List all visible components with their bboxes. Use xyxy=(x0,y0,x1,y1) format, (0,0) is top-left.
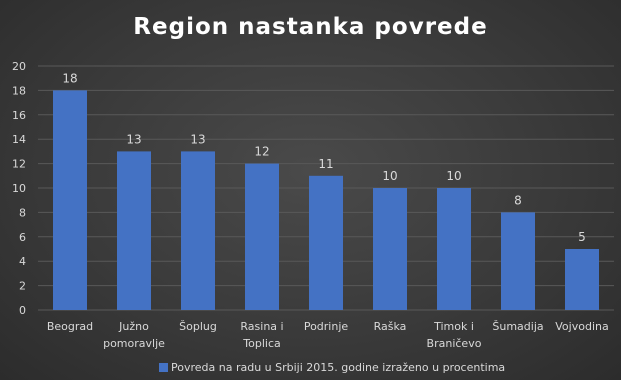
bar xyxy=(117,151,151,310)
category-label: Timok i xyxy=(433,320,474,333)
bar xyxy=(245,163,279,310)
bar xyxy=(565,249,599,310)
y-tick-label: 10 xyxy=(12,182,26,195)
data-label: 5 xyxy=(578,230,586,244)
category-label: Rasina i xyxy=(240,320,283,333)
y-tick-label: 4 xyxy=(19,255,26,268)
category-label: Južno xyxy=(118,320,149,333)
y-tick-label: 2 xyxy=(19,280,26,293)
bar xyxy=(309,175,343,310)
category-label: Podrinje xyxy=(304,320,349,333)
y-tick-label: 0 xyxy=(19,304,26,317)
data-label: 10 xyxy=(446,169,461,183)
legend-label: Povreda na radu u Srbiji 2015. godine iz… xyxy=(171,361,505,374)
category-label: Raška xyxy=(374,320,407,333)
y-tick-label: 6 xyxy=(19,231,26,244)
bar xyxy=(437,188,471,310)
category-label: Braničevo xyxy=(427,337,482,350)
data-label: 13 xyxy=(126,132,141,146)
category-label: Šoplug xyxy=(179,320,217,333)
bar xyxy=(181,151,215,310)
legend-swatch xyxy=(159,363,168,372)
y-tick-label: 20 xyxy=(12,60,26,73)
y-tick-label: 18 xyxy=(12,84,26,97)
y-tick-label: 14 xyxy=(12,133,26,146)
category-label: Toplica xyxy=(242,337,280,350)
category-label: Vojvodina xyxy=(555,320,608,333)
bar xyxy=(373,188,407,310)
y-tick-label: 16 xyxy=(12,109,26,122)
y-tick-label: 12 xyxy=(12,158,26,171)
data-label: 8 xyxy=(514,193,522,207)
bar xyxy=(53,90,87,311)
chart-title: Region nastanka povrede xyxy=(133,14,488,40)
category-label: pomoravlje xyxy=(103,337,165,350)
category-label: Šumadija xyxy=(492,320,543,333)
data-label: 18 xyxy=(62,71,77,85)
data-label: 12 xyxy=(254,145,269,159)
data-label: 13 xyxy=(190,132,205,146)
data-label: 10 xyxy=(382,169,397,183)
category-label: Beograd xyxy=(47,320,93,333)
data-label: 11 xyxy=(318,157,333,171)
bar xyxy=(501,212,535,310)
y-tick-label: 8 xyxy=(19,206,26,219)
